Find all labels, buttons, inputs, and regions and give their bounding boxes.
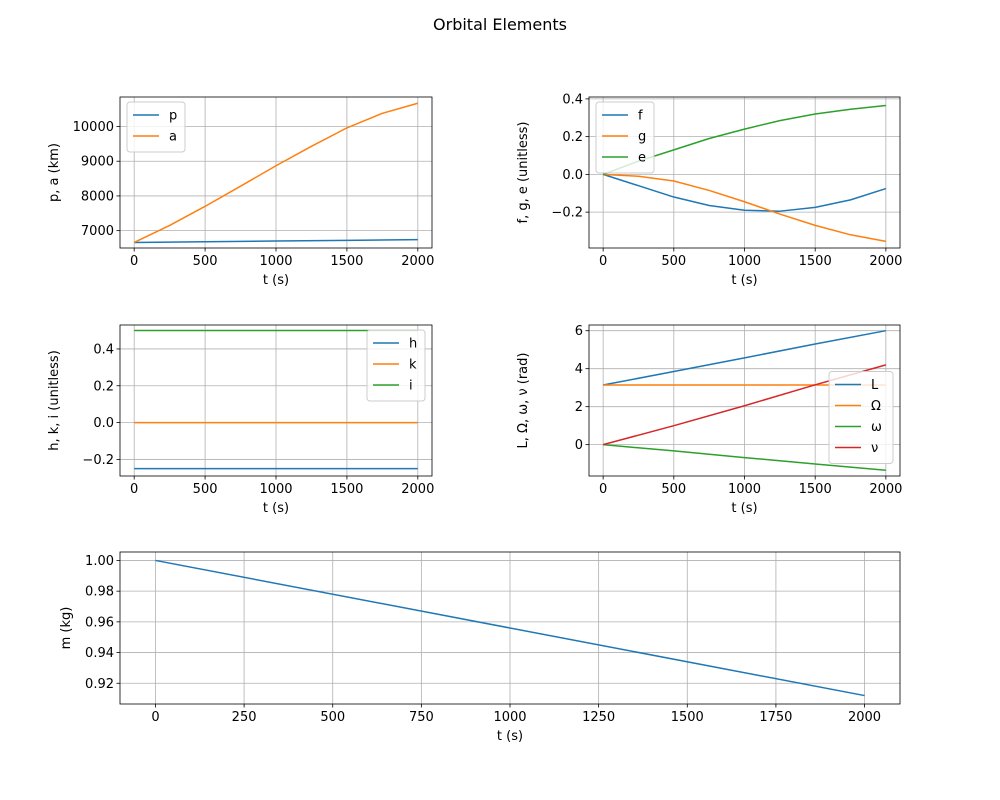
subplot-3: 0 500 1000 1500 2000 −0.2 0.0 0.2 0.4 t (s) h, k, … — [47, 324, 434, 516]
y-axis-label: L, Ω, ω, ν (rad) — [516, 353, 531, 449]
series-line-1-1 — [134, 238, 418, 244]
series-line-4-3 — [603, 443, 886, 472]
y-tick-label: 0 — [575, 438, 583, 453]
x-tick-label: 0 — [151, 710, 159, 725]
legend-box — [595, 101, 655, 174]
legend-label: e — [638, 151, 646, 166]
x-tick-label: 1000 — [259, 254, 292, 269]
x-tick-label: 1500 — [330, 482, 363, 497]
legend-label: L — [871, 378, 879, 393]
x-tick-label: 500 — [661, 482, 686, 497]
x-tick-label: 500 — [320, 710, 345, 725]
series-line-4-1 — [602, 329, 886, 386]
x-tick-label: 1250 — [582, 710, 615, 725]
x-tick-label: 1500 — [799, 254, 832, 269]
y-tick-label: 0.4 — [93, 342, 114, 357]
subplot-4: 0 500 1000 1500 2000 0 2 4 6 t (s) L, Ω, ω, ν (rad… — [516, 324, 902, 516]
series-line-2-1 — [602, 173, 887, 212]
x-tick-label: 1500 — [799, 482, 832, 497]
legend-label: p — [169, 109, 177, 124]
x-tick-label: 500 — [193, 482, 218, 497]
x-tick-label: 0 — [130, 254, 138, 269]
x-tick-label: 2000 — [848, 710, 881, 725]
legend-box — [828, 371, 894, 464]
figure-title: Orbital Elements — [433, 15, 567, 34]
y-tick-label: 4 — [575, 362, 583, 377]
legend-label: a — [169, 130, 177, 145]
legend-label: g — [638, 130, 646, 145]
y-tick-label: 0.2 — [93, 379, 114, 394]
x-axis-label: t (s) — [731, 273, 757, 288]
x-tick-label: 1000 — [728, 482, 761, 497]
y-tick-label: 6 — [575, 324, 583, 339]
legend-box — [366, 329, 426, 402]
subplot-1: 0 500 1000 1500 2000 7000 8000 9000 10000 t (s) p,… — [47, 96, 434, 288]
x-tick-label: 2000 — [869, 482, 902, 497]
x-tick-label: 1750 — [759, 710, 792, 725]
x-axis-label: t (s) — [263, 501, 289, 516]
series-line-2-2 — [603, 173, 886, 243]
y-tick-label: 0.2 — [562, 130, 583, 145]
x-tick-label: 1000 — [259, 482, 292, 497]
legend: hki — [366, 329, 426, 402]
x-tick-label: 2000 — [401, 254, 434, 269]
y-axis-label: p, a (km) — [47, 143, 62, 202]
y-tick-label: 0.4 — [562, 92, 583, 107]
legend-label: i — [409, 379, 413, 394]
y-tick-label: 0.94 — [85, 646, 114, 661]
x-tick-label: 1500 — [671, 710, 704, 725]
y-tick-label: 9000 — [81, 155, 114, 170]
x-tick-label: 1000 — [728, 254, 761, 269]
y-tick-label: 0.98 — [85, 585, 114, 600]
legend-label: k — [409, 358, 417, 373]
x-axis-label: t (s) — [263, 273, 289, 288]
y-tick-label: 1.00 — [85, 554, 114, 569]
y-axis-label: m (kg) — [59, 607, 74, 650]
y-tick-label: 8000 — [81, 189, 114, 204]
x-tick-label: 2000 — [869, 254, 902, 269]
legend-label: ω — [871, 420, 882, 435]
subplot-5: 0 250 500 750 1000 1250 1500 1750 2000 0.92 0.94 0.… — [59, 551, 901, 744]
x-tick-label: 0 — [599, 482, 607, 497]
y-tick-label: 0.96 — [85, 615, 114, 630]
y-tick-label: 2 — [575, 400, 583, 415]
x-tick-label: 0 — [599, 254, 607, 269]
x-tick-label: 1000 — [493, 710, 526, 725]
y-tick-label: 0.0 — [562, 168, 583, 183]
y-axis-label: f, g, e (unitless) — [516, 122, 531, 224]
legend: pa — [126, 101, 186, 153]
x-tick-label: 2000 — [401, 482, 434, 497]
y-tick-label: 0.0 — [93, 416, 114, 431]
x-tick-label: 500 — [193, 254, 218, 269]
series-line-1-2 — [133, 102, 419, 244]
legend-label: Ω — [871, 399, 881, 414]
x-tick-label: 250 — [232, 710, 257, 725]
legend: fge — [595, 101, 655, 174]
x-axis-label: t (s) — [731, 501, 757, 516]
series-line-5-1 — [155, 559, 865, 697]
x-tick-label: 1500 — [330, 254, 363, 269]
y-tick-label: 0.92 — [85, 677, 114, 692]
x-tick-label: 0 — [130, 482, 138, 497]
subplot-2: 0 500 1000 1500 2000 −0.2 0.0 0.2 0.4 t (s) f, g, … — [516, 92, 902, 288]
y-tick-label: −0.2 — [551, 206, 583, 221]
legend-label: ν — [871, 441, 878, 456]
y-axis-label: h, k, i (unitless) — [47, 350, 62, 451]
x-tick-label: 750 — [409, 710, 434, 725]
y-tick-label: 7000 — [81, 224, 114, 239]
legend-label: f — [638, 109, 643, 124]
legend-label: h — [409, 337, 417, 352]
x-tick-label: 500 — [661, 254, 686, 269]
x-axis-label: t (s) — [497, 729, 523, 744]
y-tick-label: 10000 — [73, 120, 114, 135]
y-tick-label: −0.2 — [82, 453, 114, 468]
